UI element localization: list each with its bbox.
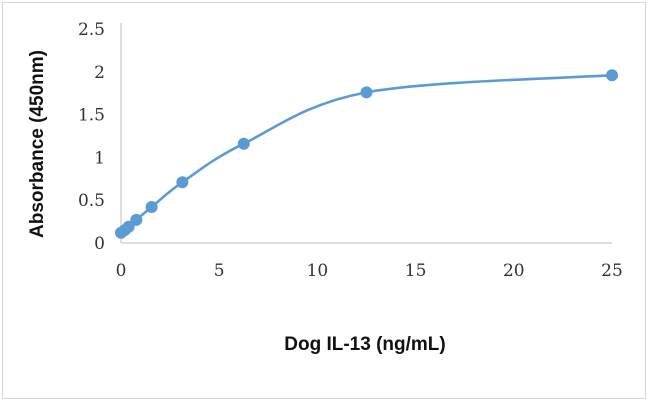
y-axis-title: Absorbance (450nm) xyxy=(27,50,48,238)
data-point xyxy=(237,137,250,150)
y-tick-label: 1 xyxy=(94,148,105,168)
data-point xyxy=(606,69,618,82)
x-tick-label: 15 xyxy=(405,261,427,281)
x-tick-label: 10 xyxy=(307,261,329,281)
data-point xyxy=(145,201,158,214)
chart-frame: 0 0.5 1 1.5 2 2.5 0 5 10 15 20 25 Absorbance (450n… xyxy=(2,2,646,399)
x-tick-label: 20 xyxy=(503,261,525,281)
data-point xyxy=(176,176,189,189)
y-tick-label: 0 xyxy=(94,234,105,254)
data-point xyxy=(360,86,373,99)
series-line xyxy=(120,73,613,234)
data-points xyxy=(115,69,618,239)
y-tick-label: 2 xyxy=(94,63,105,83)
axes xyxy=(120,23,612,244)
x-axis-title: Dog IL-13 (ng/mL) xyxy=(284,334,445,355)
y-tick-labels: 0 0.5 1 1.5 2 2.5 xyxy=(78,20,105,254)
data-point xyxy=(130,213,143,226)
x-tick-label: 5 xyxy=(214,261,225,281)
y-tick-label: 1.5 xyxy=(78,106,105,126)
x-tick-label: 0 xyxy=(116,261,127,281)
data-point xyxy=(122,220,135,233)
x-tick-label: 25 xyxy=(601,261,623,281)
y-tick-label: 2.5 xyxy=(78,20,105,40)
y-tick-label: 0.5 xyxy=(78,191,105,211)
absorbance-chart: 0 0.5 1 1.5 2 2.5 0 5 10 15 20 25 Absorbance (450n… xyxy=(27,20,623,355)
x-tick-labels: 0 5 10 15 20 25 xyxy=(116,261,623,281)
